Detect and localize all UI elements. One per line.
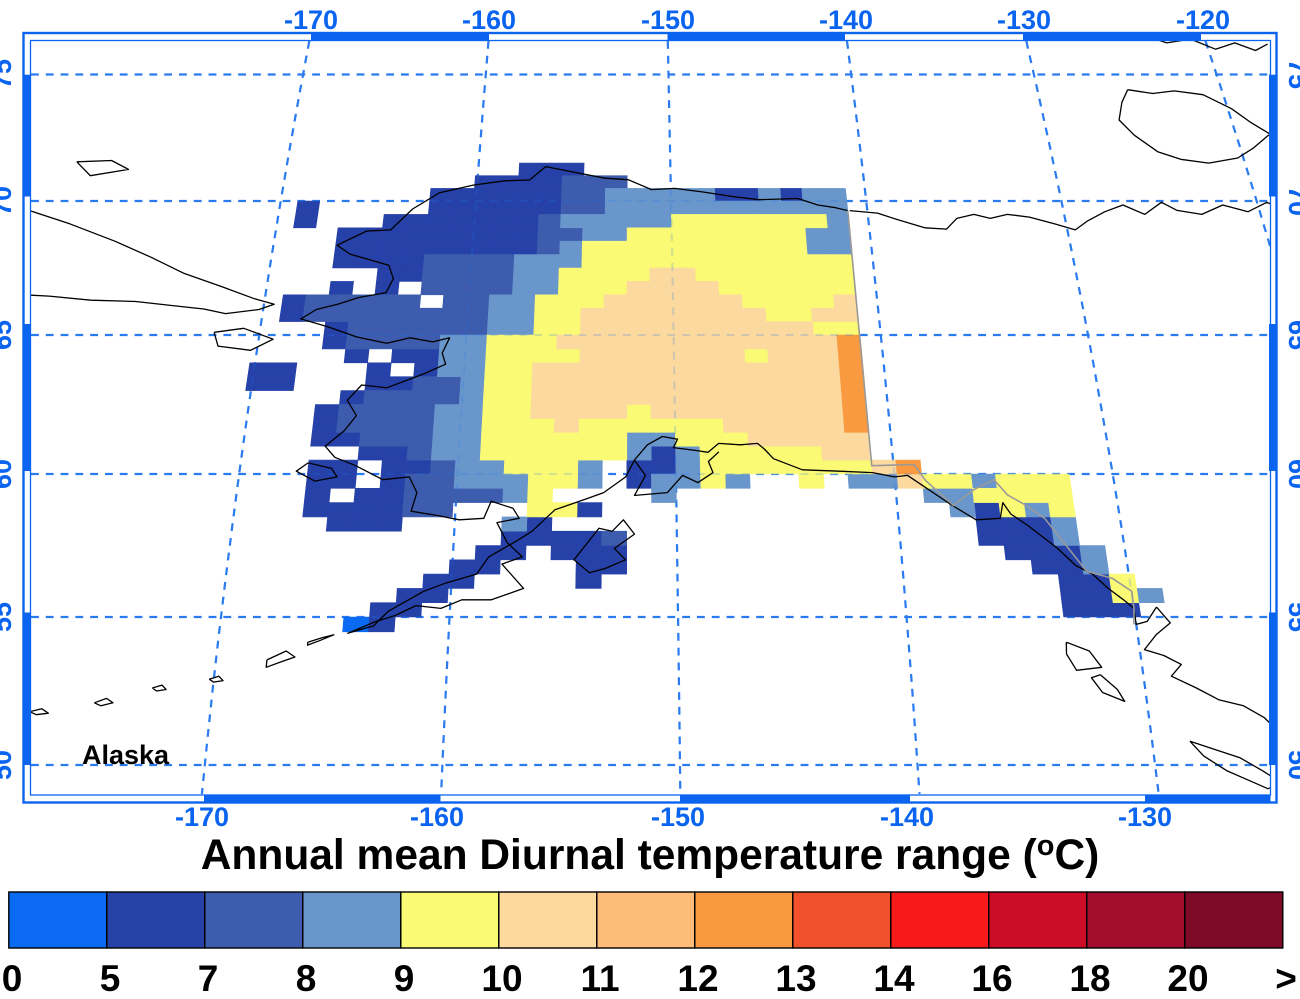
svg-text:-140: -140	[819, 5, 873, 35]
svg-text:-150: -150	[651, 802, 705, 832]
svg-text:5: 5	[100, 958, 121, 999]
svg-text:60: 60	[1283, 459, 1300, 489]
svg-text:-170: -170	[175, 802, 229, 832]
svg-text:18: 18	[1069, 958, 1110, 999]
svg-text:50: 50	[1283, 750, 1300, 780]
svg-text:55: 55	[1283, 602, 1300, 632]
svg-text:11: 11	[580, 958, 619, 999]
svg-text:-160: -160	[462, 5, 516, 35]
svg-text:-170: -170	[284, 5, 338, 35]
svg-text:-130: -130	[997, 5, 1051, 35]
svg-text:65: 65	[1283, 320, 1300, 350]
svg-text:13: 13	[775, 958, 816, 999]
svg-text:-160: -160	[410, 802, 464, 832]
svg-text:10: 10	[481, 958, 522, 999]
svg-text:9: 9	[394, 958, 415, 999]
svg-text:55: 55	[0, 602, 17, 632]
svg-text:-150: -150	[641, 5, 695, 35]
svg-text:12: 12	[677, 958, 718, 999]
svg-text:-140: -140	[880, 802, 934, 832]
svg-text:>: >	[1275, 958, 1297, 999]
svg-text:60: 60	[0, 459, 17, 489]
svg-text:7: 7	[198, 958, 219, 999]
svg-text:70: 70	[0, 186, 17, 216]
svg-text:50: 50	[0, 750, 17, 780]
svg-text:0: 0	[2, 958, 23, 999]
svg-text:75: 75	[0, 59, 17, 89]
svg-text:Alaska: Alaska	[82, 740, 170, 770]
svg-text:Annual mean Diurnal temperatur: Annual mean Diurnal temperature range (o…	[201, 830, 1100, 879]
svg-text:20: 20	[1167, 958, 1208, 999]
svg-text:75: 75	[1283, 59, 1300, 89]
svg-text:8: 8	[296, 958, 317, 999]
svg-text:70: 70	[1283, 186, 1300, 216]
svg-text:-130: -130	[1118, 802, 1172, 832]
svg-text:-120: -120	[1176, 5, 1230, 35]
svg-text:65: 65	[0, 320, 17, 350]
svg-text:14: 14	[873, 958, 915, 999]
svg-text:16: 16	[971, 958, 1012, 999]
